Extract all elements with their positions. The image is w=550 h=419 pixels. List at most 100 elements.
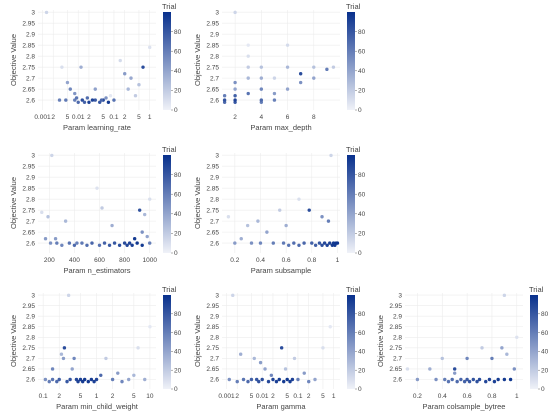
data-point [302, 371, 306, 375]
data-point [122, 241, 127, 245]
data-point [313, 243, 318, 248]
data-point [272, 91, 277, 96]
data-point [87, 100, 91, 105]
data-point [68, 377, 72, 382]
y-tick-label: 2.75 [206, 64, 219, 71]
data-point [480, 346, 484, 350]
data-point [57, 377, 61, 382]
data-point [136, 346, 140, 350]
data-point [471, 377, 476, 382]
data-point [307, 208, 311, 212]
data-point [285, 65, 290, 69]
colorbar-tick-label: 80 [358, 311, 366, 318]
y-tick-label: 2.85 [22, 185, 35, 192]
x-tick-label: 5 [321, 393, 325, 400]
data-point [502, 377, 507, 382]
colorbar-tick-label: 80 [541, 311, 549, 318]
y-tick-label: 2.9 [210, 313, 219, 320]
x-tick-label: 800 [119, 257, 130, 264]
y-axis-title: Objective Value [193, 34, 202, 86]
colorbar-tick-label: 0 [174, 386, 178, 393]
data-point [288, 379, 292, 384]
data-point [312, 65, 316, 69]
y-tick-label: 2.6 [210, 377, 219, 384]
x-tick-label: 2 [271, 393, 275, 400]
data-point [116, 371, 120, 375]
data-point [257, 379, 261, 384]
y-tick-label: 2.95 [206, 163, 219, 170]
data-point [258, 360, 263, 365]
data-point [450, 377, 454, 382]
data-point [490, 356, 494, 361]
colorbar-tick-label: 40 [541, 349, 549, 356]
data-point [118, 58, 122, 63]
data-point [282, 379, 286, 384]
data-point [487, 377, 492, 382]
x-tick-label: 0.1 [39, 393, 48, 400]
data-point [73, 91, 77, 96]
data-point [320, 215, 324, 219]
colorbar-tick-label: 0 [358, 107, 362, 114]
x-tick-label: 200 [44, 257, 55, 264]
colorbar-tick-label: 40 [358, 211, 366, 218]
data-point [283, 367, 288, 371]
data-point [246, 65, 250, 69]
colorbar-tick-label: 20 [358, 367, 366, 374]
y-tick-label: 2.65 [206, 229, 219, 236]
data-point [100, 206, 104, 210]
y-tick-label: 2.65 [22, 366, 35, 373]
y-tick-label: 2.95 [206, 20, 219, 27]
data-point [53, 237, 58, 241]
x-tick-label: 0.001 [218, 393, 235, 400]
y-tick-label: 2.9 [26, 313, 35, 320]
data-point [135, 241, 139, 245]
data-point [496, 377, 500, 382]
data-point [428, 367, 432, 371]
data-point [59, 352, 64, 356]
y-axis-title: Objective Value [9, 315, 18, 367]
x-tick-label: 0.1 [293, 393, 302, 400]
data-point [325, 243, 329, 248]
data-point [312, 76, 316, 80]
data-point [104, 96, 108, 100]
data-point [287, 243, 291, 248]
data-point [238, 352, 243, 356]
data-point [55, 379, 59, 384]
data-point [67, 241, 72, 245]
x-tick-label: 2 [235, 393, 239, 400]
data-point [90, 241, 94, 245]
y-tick-label: 2.85 [206, 324, 219, 331]
y-tick-label: 2.6 [393, 377, 402, 384]
data-point [137, 83, 141, 87]
x-tick-label: 10 [146, 393, 154, 400]
data-point [112, 98, 116, 102]
data-point [502, 293, 507, 298]
data-point [233, 87, 237, 91]
colorbar-tick-label: 80 [358, 29, 366, 36]
data-point [233, 241, 237, 245]
x-tick-label: 2 [51, 114, 55, 121]
colorbar-title: Trial [346, 285, 361, 294]
x-tick-label: 1 [95, 393, 99, 400]
colorbar-title: Trial [162, 2, 177, 11]
subplot-7: 2.6 2.65 2.7 2.75 2.8 2.85 2.9 2.95 3 0.2 0.4 0.6 0.… [376, 285, 549, 411]
colorbar-tick-label: 0 [358, 250, 362, 257]
data-point [117, 243, 122, 248]
x-tick-label: 1 [332, 393, 336, 400]
y-tick-label: 2.95 [22, 163, 35, 170]
data-point [148, 197, 152, 201]
data-point [140, 243, 144, 248]
data-point [284, 223, 288, 228]
data-point [80, 98, 84, 102]
data-point [70, 367, 74, 371]
data-point [246, 54, 250, 58]
data-point [46, 215, 50, 219]
colorbar-tick-label: 20 [541, 367, 549, 374]
data-point [47, 379, 51, 384]
data-point [50, 377, 55, 382]
data-point [143, 377, 147, 382]
data-point [415, 377, 420, 382]
x-tick-label: 5 [132, 393, 136, 400]
data-point [55, 241, 59, 245]
